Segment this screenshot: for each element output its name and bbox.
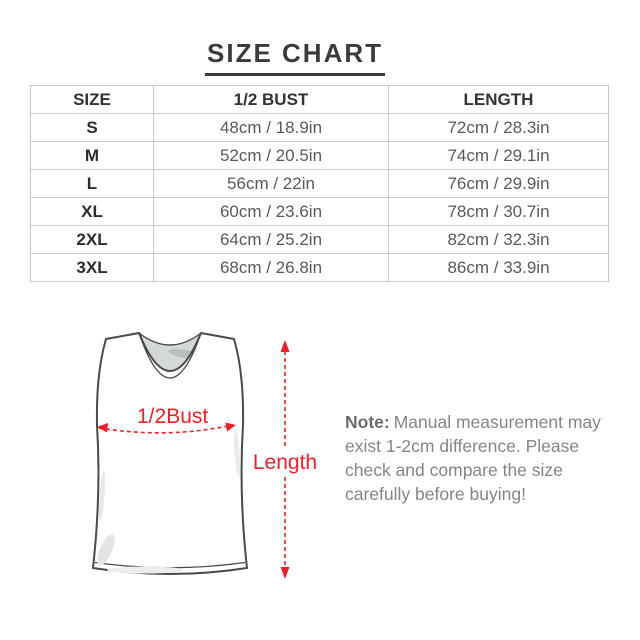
header-length: LENGTH	[388, 85, 609, 114]
note-line: Note: Manual measurement may	[345, 410, 630, 434]
length-cell: 78cm / 30.7in	[388, 197, 609, 226]
bust-cell: 56cm / 22in	[153, 169, 389, 198]
note-line: carefully before buying!	[345, 484, 526, 504]
tank-top-drawing	[92, 332, 248, 575]
measurement-note: Note: Manual measurement may exist 1-2cm …	[345, 410, 630, 506]
table-row: 3XL 68cm / 26.8in 86cm / 33.9in	[30, 253, 609, 282]
length-annotation: Length	[253, 340, 317, 579]
length-cell: 74cm / 29.1in	[388, 141, 609, 170]
length-label: Length	[253, 451, 317, 474]
size-table: SIZE 1/2 BUST LENGTH S 48cm / 18.9in 72c…	[30, 85, 609, 282]
page-title: SIZE CHART	[205, 38, 385, 76]
bust-cell: 52cm / 20.5in	[153, 141, 389, 170]
header-bust: 1/2 BUST	[153, 85, 389, 114]
table-row: XL 60cm / 23.6in 78cm / 30.7in	[30, 197, 609, 226]
table-row: 2XL 64cm / 25.2in 82cm / 32.3in	[30, 225, 609, 254]
length-cell: 86cm / 33.9in	[388, 253, 609, 282]
size-cell: M	[30, 141, 154, 170]
bust-cell: 68cm / 26.8in	[153, 253, 389, 282]
size-cell: 3XL	[30, 253, 154, 282]
bust-annotation: 1/2Bust	[97, 405, 236, 434]
length-cell: 76cm / 29.9in	[388, 169, 609, 198]
size-cell: L	[30, 169, 154, 198]
size-cell: 2XL	[30, 225, 154, 254]
page-title-wrap: SIZE CHART	[0, 38, 590, 76]
bust-cell: 64cm / 25.2in	[153, 225, 389, 254]
header-size: SIZE	[30, 85, 154, 114]
size-cell: XL	[30, 197, 154, 226]
length-arrow-down-icon	[280, 567, 290, 579]
bust-label: 1/2Bust	[137, 405, 208, 428]
bust-cell: 60cm / 23.6in	[153, 197, 389, 226]
length-cell: 82cm / 32.3in	[388, 225, 609, 254]
table-row: S 48cm / 18.9in 72cm / 28.3in	[30, 113, 609, 142]
bust-arrow-left-icon	[97, 423, 108, 433]
length-cell: 72cm / 28.3in	[388, 113, 609, 142]
table-row: M 52cm / 20.5in 74cm / 29.1in	[30, 141, 609, 170]
note-line: exist 1-2cm difference. Please	[345, 436, 580, 456]
table-row: L 56cm / 22in 76cm / 29.9in	[30, 169, 609, 198]
note-line: check and compare the size	[345, 460, 563, 480]
tank-top-diagram: 1/2Bust Length	[92, 332, 317, 579]
size-table-header-row: SIZE 1/2 BUST LENGTH	[30, 85, 609, 114]
bust-cell: 48cm / 18.9in	[153, 113, 389, 142]
bust-arrow-right-icon	[225, 422, 236, 432]
size-cell: S	[30, 113, 154, 142]
note-text: Manual measurement may	[393, 412, 601, 432]
note-prefix: Note:	[345, 412, 390, 432]
length-arrow-up-icon	[280, 340, 290, 352]
